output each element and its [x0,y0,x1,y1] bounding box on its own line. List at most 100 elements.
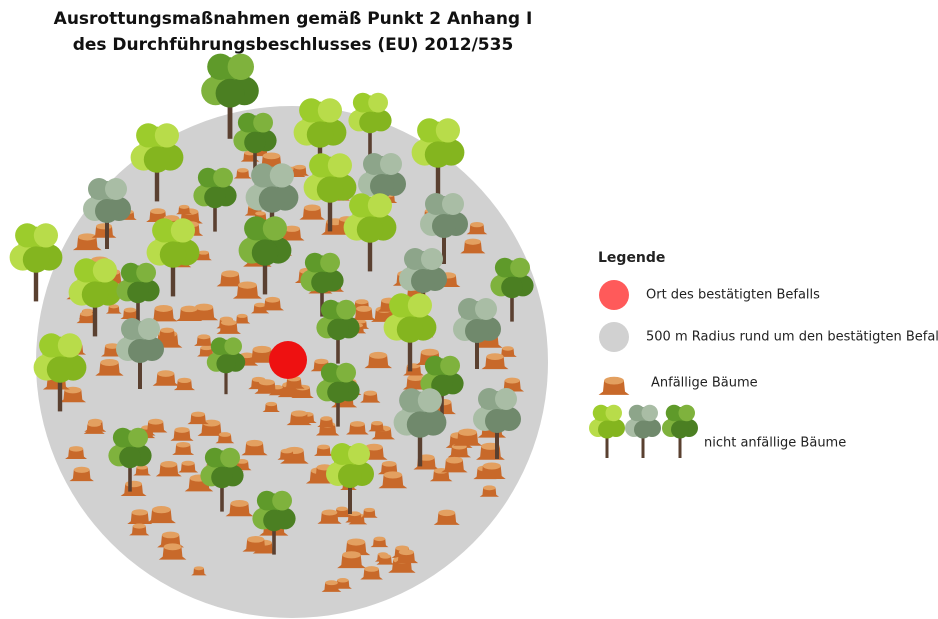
stump-top [195,304,213,311]
tree-crown [213,168,233,188]
tree-crown [380,153,402,175]
tree-crown [270,163,294,187]
stump-top [74,467,90,473]
tree-crown [336,300,356,320]
tree-crown [259,186,285,212]
tree-crown [336,363,356,383]
tree-crown [93,258,117,282]
tree-crown [475,298,497,320]
tree-crown [155,123,179,147]
tree-crown [58,333,82,357]
tree-crown [224,337,242,355]
tree-crown [160,241,186,267]
stump-top [317,445,329,450]
stump-top [219,432,231,437]
stump-top [505,378,520,384]
tree-crown [263,510,285,532]
tree-crown [144,146,170,172]
stump-top [294,165,306,170]
title-line: Ausrottungsmaßnahmen gemäß Punkt 2 Anhan… [54,9,533,29]
stump-top [237,314,247,318]
tree-crown [253,113,273,133]
tree-crown [317,176,343,202]
tree-crown [425,141,451,167]
legend-swatch [599,322,629,352]
stump-top [364,566,379,572]
stump-top [314,359,328,364]
stump-top [157,370,174,377]
stump-top [150,208,165,214]
stump-top [342,551,360,558]
stump-top [369,352,387,359]
tree-crown [263,216,287,240]
stump-top [337,578,349,583]
stump-top [446,457,463,464]
stump-top [221,320,237,326]
legend-swatch [599,280,629,310]
legend-label: nicht anfällige Bäume [704,436,846,451]
tree-crown [442,193,464,215]
legend-label: Anfällige Bäume [651,376,758,391]
tree-crown [440,356,460,376]
tree [662,405,698,458]
tree-crown [307,121,333,147]
stump-top [364,391,377,396]
stump-top [155,305,173,312]
stump-top [133,524,146,529]
stump-top [160,328,174,333]
stump-top [181,306,198,313]
stump-top [255,211,266,215]
stump-top [69,446,83,451]
stump-top [470,222,483,227]
tree-crown [211,467,233,489]
stump-top [374,537,386,541]
stump-top [325,580,338,585]
stump-top [259,379,275,385]
stump-top [502,346,514,351]
stump-top [125,481,142,487]
tree-crown [272,491,292,511]
stump-top [238,281,257,288]
stump-top [194,566,204,570]
stump-top [281,449,293,454]
stump-top [321,416,333,421]
stump-top [380,554,391,558]
stump-top [80,311,93,316]
tree [589,405,625,458]
stump-top [399,549,414,555]
stump-top [304,205,320,211]
tree-crown [642,405,659,422]
stump-top [604,377,624,385]
tree-crown [348,443,370,465]
tree-crown [128,339,152,363]
tree-crown [598,421,616,439]
tree-crown [136,263,156,283]
tree-crown [252,239,278,265]
tree-crown [95,199,119,223]
stump-top [182,461,195,466]
page: Ausrottungsmaßnahmen gemäß Punkt 2 Anhan… [0,0,938,619]
stump-top [263,152,280,159]
stump-top [176,442,190,447]
stump-top [198,251,209,255]
stump-top [438,510,455,517]
tree-crown [338,464,362,488]
infestation-site [269,341,307,379]
tree-crown [671,421,689,439]
tree-crown [318,98,342,122]
stump-top [266,402,277,406]
tree-crown [357,216,383,242]
stump-top [246,440,263,447]
legend-label: 500 m Radius rund um den bestätigten Bef… [646,330,938,345]
tree-crown [397,316,423,342]
stump-top [336,507,347,511]
stump-top [164,543,182,550]
stump-top [265,297,280,303]
tree-crown [127,282,149,304]
tree-crown [327,382,349,404]
stump-top [486,353,503,360]
tree-crown [327,319,349,341]
stump-top [483,463,501,470]
stump-top [200,345,212,350]
tree-crown [82,281,108,307]
